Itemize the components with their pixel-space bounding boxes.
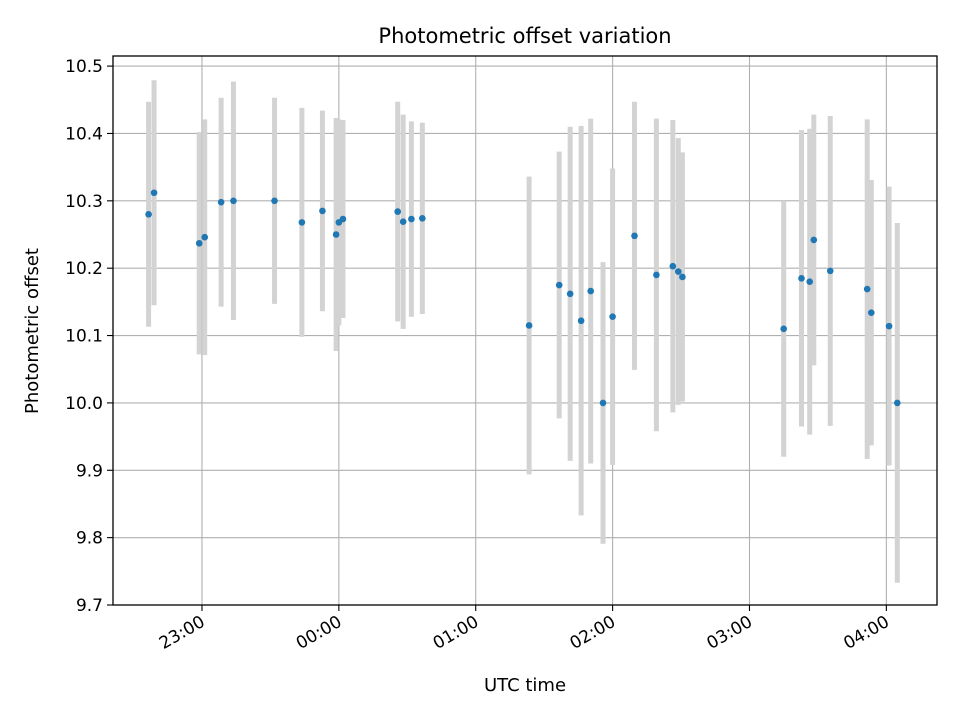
data-point — [230, 197, 237, 205]
data-point — [408, 215, 415, 223]
data-point — [145, 211, 152, 218]
chart-title: Photometric offset variation — [378, 24, 671, 48]
data-point — [631, 232, 638, 240]
x-axis-label: UTC time — [484, 675, 566, 696]
y-axis-ticks: 9.7 9.8 9.9 10.0 10.1 10.2 10.3 10.4 10.5 — [65, 57, 113, 616]
data-point — [394, 208, 402, 215]
data-point — [399, 218, 407, 226]
data-point — [577, 317, 585, 325]
data-point — [587, 287, 595, 295]
data-point — [867, 309, 875, 316]
data-points — [145, 189, 901, 407]
data-point — [298, 219, 306, 226]
data-point — [319, 207, 326, 215]
data-point — [419, 215, 426, 222]
data-point — [525, 322, 533, 329]
data-point — [339, 215, 347, 223]
y-tick-label: 10.5 — [65, 57, 103, 77]
y-tick-label: 10.0 — [65, 394, 103, 414]
data-point — [798, 274, 805, 282]
y-tick-label: 10.2 — [65, 259, 103, 279]
data-point — [332, 231, 340, 238]
data-point — [599, 399, 607, 407]
data-point — [217, 198, 225, 206]
y-axis-label: Photometric offset — [22, 248, 43, 414]
data-point — [271, 197, 278, 205]
data-point — [810, 236, 818, 244]
data-point — [885, 322, 893, 330]
data-point — [780, 325, 787, 333]
y-tick-label: 10.3 — [65, 192, 103, 212]
data-point — [894, 399, 901, 407]
plot-frame — [112, 55, 938, 606]
data-point — [826, 267, 834, 275]
y-tick-label: 9.7 — [76, 596, 103, 616]
data-point — [806, 278, 814, 285]
data-point — [863, 285, 871, 293]
data-point — [669, 262, 677, 270]
data-point — [609, 313, 616, 320]
data-point — [679, 273, 686, 281]
y-tick-label: 10.4 — [65, 124, 103, 144]
data-point — [653, 271, 660, 279]
data-point — [555, 281, 563, 289]
data-point — [150, 189, 158, 197]
data-point — [566, 290, 574, 298]
data-point — [675, 268, 682, 275]
data-point — [201, 233, 209, 241]
y-tick-label: 9.9 — [76, 461, 103, 481]
y-tick-label: 9.8 — [76, 529, 103, 549]
data-point — [195, 239, 203, 247]
y-tick-label: 10.1 — [65, 327, 103, 347]
